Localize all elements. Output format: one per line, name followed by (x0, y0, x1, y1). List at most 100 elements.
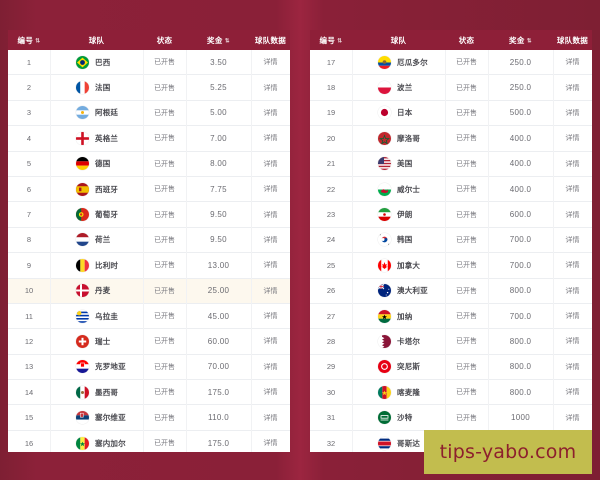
table-row[interactable]: 15 塞尔维亚 已开售 110.0 详情 (8, 404, 290, 431)
detail-link[interactable]: 详情 (565, 363, 580, 371)
table-row[interactable]: 11 乌拉圭 已开售 45.00 详情 (8, 303, 290, 330)
detail-link[interactable]: 详情 (263, 135, 278, 143)
detail-link[interactable]: 详情 (263, 211, 278, 219)
column-header-prize[interactable]: 奖金 ⇅ (488, 30, 553, 50)
detail-link[interactable]: 详情 (263, 84, 278, 92)
sort-icon[interactable]: ⇅ (35, 38, 41, 44)
table-row[interactable]: 10 丹麦 已开售 25.00 详情 (8, 278, 290, 304)
cell-detail[interactable]: 详情 (553, 227, 592, 254)
column-header-team[interactable]: 球队 (50, 30, 143, 50)
column-header-prize[interactable]: 奖金 ⇅ (186, 30, 251, 50)
sort-icon[interactable]: ⇅ (224, 38, 230, 44)
cell-detail[interactable]: 详情 (251, 50, 290, 76)
detail-link[interactable]: 详情 (263, 186, 278, 194)
cell-detail[interactable]: 详情 (251, 74, 290, 101)
sort-icon[interactable]: ⇅ (526, 38, 532, 44)
table-row[interactable]: 5 德国 已开售 8.00 详情 (8, 151, 290, 177)
column-header-id[interactable]: 编号 ⇅ (8, 30, 50, 50)
cell-detail[interactable]: 详情 (251, 328, 290, 355)
cell-detail[interactable]: 详情 (251, 252, 290, 279)
table-row[interactable]: 17 厄瓜多尔 已开售 250.0 详情 (310, 50, 592, 76)
table-row[interactable]: 30 喀麦隆 已开售 800.0 详情 (310, 379, 592, 406)
cell-detail[interactable]: 详情 (553, 151, 592, 177)
cell-detail[interactable]: 详情 (251, 430, 290, 452)
cell-detail[interactable]: 详情 (251, 404, 290, 431)
column-header-status[interactable]: 状态 (445, 30, 488, 50)
detail-link[interactable]: 详情 (263, 363, 278, 371)
table-row[interactable]: 29 突尼斯 已开售 800.0 详情 (310, 354, 592, 381)
cell-detail[interactable]: 详情 (553, 354, 592, 381)
detail-link[interactable]: 详情 (565, 109, 580, 117)
detail-link[interactable]: 详情 (565, 414, 580, 422)
table-row[interactable]: 26 澳大利亚 已开售 800.0 详情 (310, 278, 592, 304)
column-header-status[interactable]: 状态 (143, 30, 186, 50)
column-header-id[interactable]: 编号 ⇅ (310, 30, 352, 50)
cell-detail[interactable]: 详情 (251, 227, 290, 254)
detail-link[interactable]: 详情 (263, 59, 278, 67)
table-row[interactable]: 13 克罗地亚 已开售 70.00 详情 (8, 354, 290, 381)
detail-link[interactable]: 详情 (263, 262, 278, 270)
detail-link[interactable]: 详情 (565, 338, 580, 346)
cell-detail[interactable]: 详情 (553, 125, 592, 152)
table-row[interactable]: 3 阿根廷 已开售 5.00 详情 (8, 100, 290, 127)
detail-link[interactable]: 详情 (565, 160, 580, 168)
cell-detail[interactable]: 详情 (251, 176, 290, 203)
detail-link[interactable]: 详情 (565, 186, 580, 194)
cell-detail[interactable]: 详情 (553, 50, 592, 76)
detail-link[interactable]: 详情 (263, 109, 278, 117)
table-row[interactable]: 28 卡塔尔 已开售 800.0 详情 (310, 328, 592, 355)
detail-link[interactable]: 详情 (565, 211, 580, 219)
table-row[interactable]: 22 威尔士 已开售 400.0 详情 (310, 176, 592, 203)
cell-detail[interactable]: 详情 (553, 328, 592, 355)
detail-link[interactable]: 详情 (263, 236, 278, 244)
cell-detail[interactable]: 详情 (251, 303, 290, 330)
cell-detail[interactable]: 详情 (251, 354, 290, 381)
column-header-team[interactable]: 球队 (352, 30, 445, 50)
cell-detail[interactable]: 详情 (553, 176, 592, 203)
table-row[interactable]: 20 摩洛哥 已开售 400.0 详情 (310, 125, 592, 152)
detail-link[interactable]: 详情 (263, 338, 278, 346)
detail-link[interactable]: 详情 (565, 84, 580, 92)
table-row[interactable]: 2 法国 已开售 5.25 详情 (8, 74, 290, 101)
table-row[interactable]: 19 日本 已开售 500.0 详情 (310, 100, 592, 127)
table-row[interactable]: 18 波兰 已开售 250.0 详情 (310, 74, 592, 101)
table-row[interactable]: 6 西班牙 已开售 7.75 详情 (8, 176, 290, 203)
sort-icon[interactable]: ⇅ (337, 38, 343, 44)
table-row[interactable]: 24 韩国 已开售 700.0 详情 (310, 227, 592, 254)
column-header-team-data[interactable]: 球队数据 (553, 30, 592, 50)
table-row[interactable]: 27 加纳 已开售 700.0 详情 (310, 303, 592, 330)
table-row[interactable]: 1 巴西 已开售 3.50 详情 (8, 50, 290, 76)
detail-link[interactable]: 详情 (263, 440, 278, 448)
table-row[interactable]: 14 墨西哥 已开售 175.0 详情 (8, 379, 290, 406)
detail-link[interactable]: 详情 (565, 236, 580, 244)
detail-link[interactable]: 详情 (565, 262, 580, 270)
table-row[interactable]: 8 荷兰 已开售 9.50 详情 (8, 227, 290, 254)
cell-detail[interactable]: 详情 (251, 125, 290, 152)
table-row[interactable]: 21 美国 已开售 400.0 详情 (310, 151, 592, 177)
table-row[interactable]: 31 沙特 已开售 1000 详情 (310, 404, 592, 431)
cell-detail[interactable]: 详情 (251, 278, 290, 304)
table-row[interactable]: 12 瑞士 已开售 60.00 详情 (8, 328, 290, 355)
detail-link[interactable]: 详情 (263, 414, 278, 422)
cell-detail[interactable]: 详情 (553, 74, 592, 101)
cell-detail[interactable]: 详情 (553, 379, 592, 406)
detail-link[interactable]: 详情 (565, 313, 580, 321)
detail-link[interactable]: 详情 (565, 135, 580, 143)
detail-link[interactable]: 详情 (263, 287, 278, 295)
detail-link[interactable]: 详情 (565, 287, 580, 295)
cell-detail[interactable]: 详情 (553, 252, 592, 279)
detail-link[interactable]: 详情 (263, 389, 278, 397)
detail-link[interactable]: 详情 (565, 59, 580, 67)
table-row[interactable]: 25 加拿大 已开售 700.0 详情 (310, 252, 592, 279)
cell-detail[interactable]: 详情 (553, 100, 592, 127)
detail-link[interactable]: 详情 (263, 160, 278, 168)
cell-detail[interactable]: 详情 (553, 404, 592, 431)
detail-link[interactable]: 详情 (565, 389, 580, 397)
table-row[interactable]: 9 比利时 已开售 13.00 详情 (8, 252, 290, 279)
cell-detail[interactable]: 详情 (251, 379, 290, 406)
cell-detail[interactable]: 详情 (251, 100, 290, 127)
cell-detail[interactable]: 详情 (251, 151, 290, 177)
column-header-team-data[interactable]: 球队数据 (251, 30, 290, 50)
table-row[interactable]: 23 伊朗 已开售 600.0 详情 (310, 201, 592, 228)
cell-detail[interactable]: 详情 (553, 303, 592, 330)
